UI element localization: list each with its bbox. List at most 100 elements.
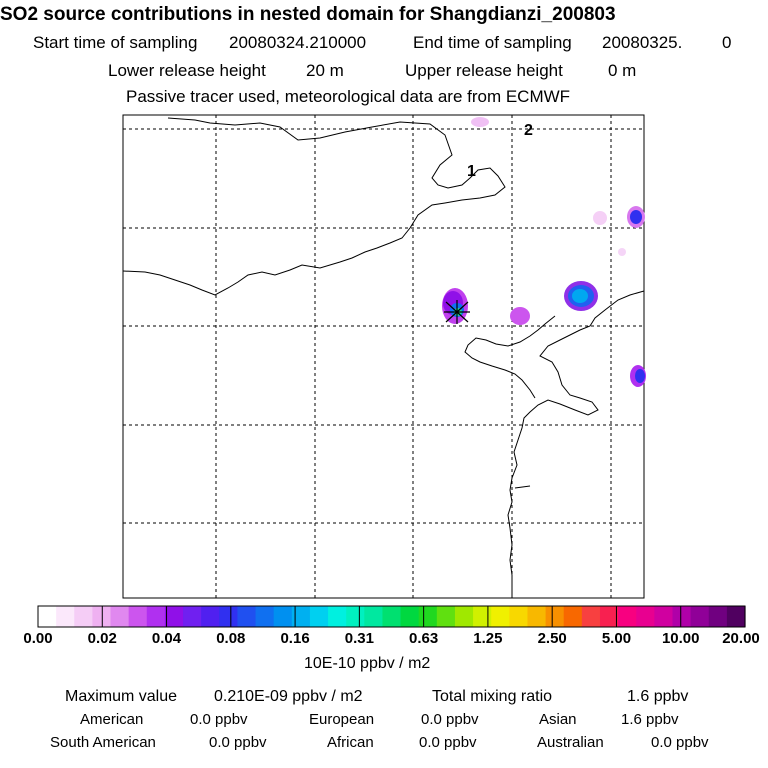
contour-label-1: 1	[467, 163, 476, 180]
colorbar-cell	[454, 606, 474, 627]
plume-east-faint	[618, 248, 626, 256]
colorbar-cell	[255, 606, 275, 627]
coastline-islet	[514, 485, 531, 489]
coastline-east	[507, 290, 645, 598]
colorbar-cell	[164, 606, 184, 627]
colorbar-cell	[527, 606, 547, 627]
upper-release-value: 0 m	[608, 61, 637, 80]
colorbar-cell	[273, 606, 293, 627]
colorbar-cells	[38, 606, 746, 627]
colorbar-tick-label: 0.08	[216, 630, 246, 647]
region-value-south-american: 0.0 ppbv	[209, 734, 267, 751]
colorbar-cell	[726, 606, 746, 627]
end-time-suffix: 0	[722, 33, 732, 52]
colorbar-cell	[346, 606, 365, 627]
colorbar-tick-label: 5.00	[601, 630, 632, 647]
lower-release-value: 20 m	[306, 61, 344, 80]
colorbar-cell	[237, 606, 257, 627]
max-value: 0.210E-09 ppbv / m2	[214, 688, 363, 705]
colorbar-cell	[309, 606, 329, 627]
contour-label-2: 2	[524, 122, 533, 139]
receptor-star-icon	[444, 300, 470, 324]
region-name-south-american: South American	[50, 734, 156, 751]
colorbar-cell	[491, 606, 510, 627]
colorbar-cell	[436, 606, 456, 627]
colorbar-unit: 10E-10 ppbv / m2	[304, 655, 431, 672]
colorbar-tick-label: 2.50	[537, 630, 567, 647]
colorbar-cell	[110, 606, 130, 627]
colorbar-cell	[328, 606, 347, 627]
colorbar-cell	[364, 606, 384, 627]
colorbar-cell	[690, 606, 710, 627]
coastlines-and-borders	[122, 117, 645, 598]
start-time-label: Start time of sampling	[33, 33, 198, 52]
region-name-american: American	[80, 711, 144, 728]
colorbar-cell	[74, 606, 93, 627]
colorbar-tick-label: 0.00	[23, 630, 53, 647]
colorbar-tick-label: 0.16	[280, 630, 310, 647]
end-time-label: End time of sampling	[413, 33, 572, 52]
region-value-asian: 1.6 ppbv	[621, 711, 679, 728]
colorbar-cell	[219, 606, 239, 627]
map-gridlines	[123, 115, 644, 598]
colorbar-tick-marks	[37, 606, 746, 627]
colorbar-tick-label: 10.00	[661, 630, 700, 647]
colorbar-tick-label: 0.31	[344, 630, 374, 647]
tracer-note: Passive tracer used, meteorological data…	[126, 87, 571, 106]
total-mixing-label: Total mixing ratio	[432, 688, 553, 705]
colorbar	[37, 605, 746, 628]
lower-release-label: Lower release height	[108, 61, 266, 80]
plume-east-edge-core	[630, 210, 642, 224]
region-name-australian: Australian	[537, 734, 604, 751]
colorbar-cell	[708, 606, 728, 627]
colorbar-cell	[56, 606, 75, 627]
colorbar-tick-label: 0.63	[409, 630, 439, 647]
plume-hotspot-core	[572, 289, 588, 303]
max-value-label: Maximum value	[65, 688, 178, 705]
colorbar-cell	[654, 606, 674, 627]
colorbar-cell	[92, 606, 112, 627]
colorbar-tick-label: 1.25	[473, 630, 503, 647]
colorbar-cell	[636, 606, 655, 627]
upper-release-label: Upper release height	[405, 61, 563, 80]
colorbar-cell	[545, 606, 565, 627]
end-time-value: 20080325.	[602, 33, 683, 52]
region-name-asian: Asian	[539, 711, 577, 728]
concentration-plumes	[442, 117, 646, 387]
colorbar-cell	[146, 606, 166, 627]
colorbar-cell	[382, 606, 402, 627]
plume-north	[471, 117, 489, 127]
colorbar-cell	[201, 606, 220, 627]
colorbar-cell	[291, 606, 311, 627]
region-name-european: European	[309, 711, 375, 728]
colorbar-cell	[400, 606, 420, 627]
map-frame	[122, 114, 645, 599]
plume-bay	[510, 307, 530, 325]
colorbar-cell	[563, 606, 583, 627]
colorbar-cell	[618, 606, 637, 627]
border-line-north	[122, 117, 506, 296]
plot-title: SO2 source contributions in nested domai…	[0, 4, 616, 25]
plume-southeast-core	[635, 369, 645, 383]
colorbar-cell	[473, 606, 492, 627]
colorbar-cell	[183, 606, 202, 627]
region-value-australian: 0.0 ppbv	[651, 734, 709, 751]
colorbar-tick-label: 20.00	[722, 630, 760, 647]
colorbar-cell	[418, 606, 438, 627]
total-mixing-value: 1.6 ppbv	[627, 688, 689, 705]
region-name-african: African	[327, 734, 374, 751]
colorbar-cell	[38, 606, 57, 627]
coastline-bay	[464, 315, 556, 399]
colorbar-tick-label: 0.04	[151, 630, 182, 647]
plume-northeast	[593, 211, 607, 225]
colorbar-tick-label: 0.02	[87, 630, 117, 647]
region-value-european: 0.0 ppbv	[421, 711, 479, 728]
colorbar-cell	[599, 606, 619, 627]
colorbar-cell	[672, 606, 692, 627]
region-value-american: 0.0 ppbv	[190, 711, 248, 728]
region-value-african: 0.0 ppbv	[419, 734, 477, 751]
start-time-value: 20080324.210000	[229, 33, 367, 52]
colorbar-cell	[509, 606, 529, 627]
colorbar-cell	[581, 606, 601, 627]
